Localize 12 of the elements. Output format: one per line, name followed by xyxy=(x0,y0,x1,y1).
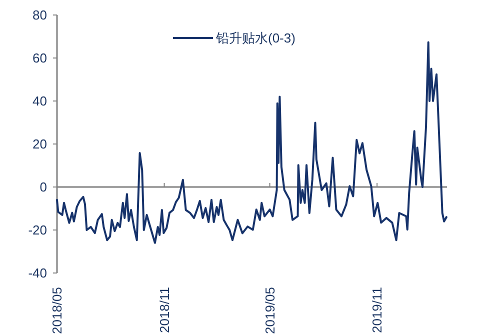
y-tick-label: 40 xyxy=(32,94,47,108)
y-tick-label: -20 xyxy=(28,222,47,238)
y-tick-label: -40 xyxy=(28,266,47,280)
y-tick-label: 20 xyxy=(32,136,47,152)
x-tick-label: 2018/11 xyxy=(156,287,172,334)
x-tick-label: 2019/05 xyxy=(262,287,278,334)
y-tick-label: 0 xyxy=(40,180,47,194)
y-tick-label: 80 xyxy=(32,8,47,22)
x-tick-label: 2019/11 xyxy=(370,287,385,334)
y-tick-label: 60 xyxy=(32,50,47,66)
legend-label: 铅升贴水(0-3) xyxy=(215,30,296,46)
x-tick-label: 2018/05 xyxy=(50,287,64,334)
